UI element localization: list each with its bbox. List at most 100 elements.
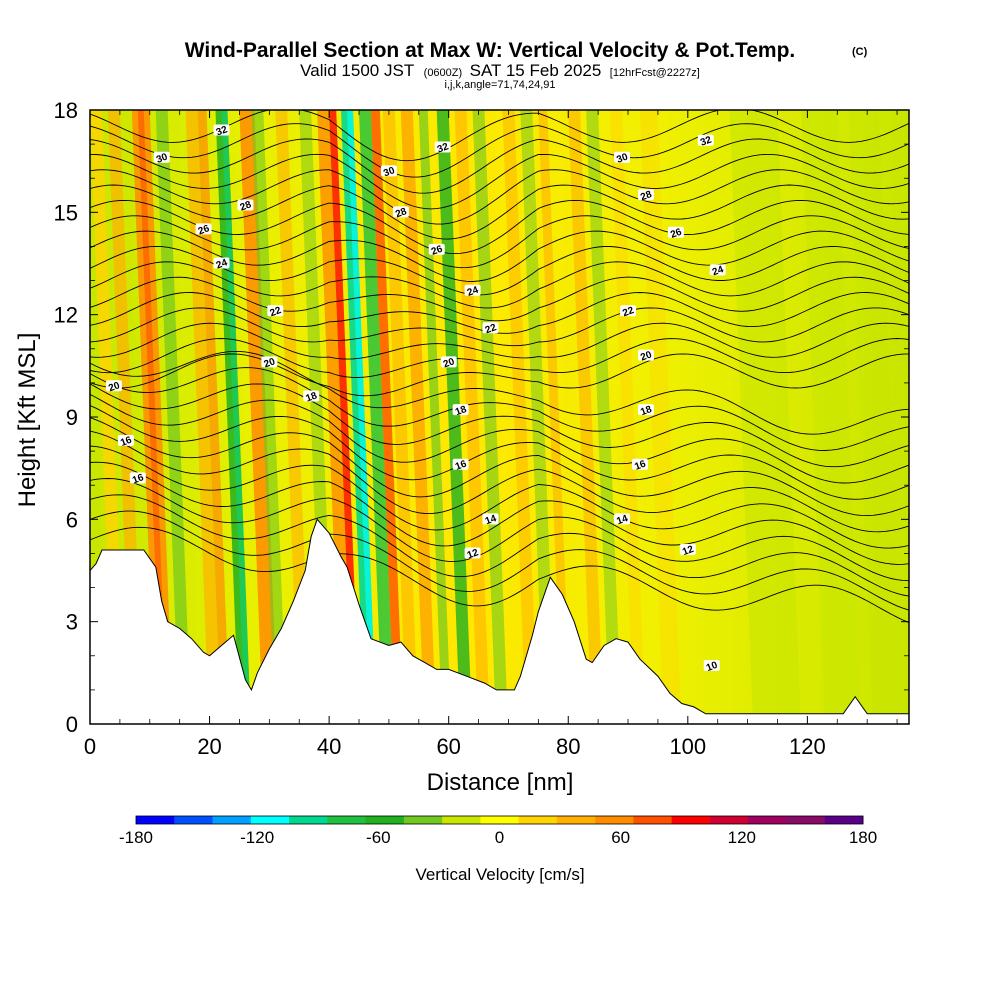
velocity-band	[197, 110, 230, 724]
contour-label: 30	[155, 151, 170, 165]
velocity-band	[137, 110, 168, 724]
velocity-band	[155, 110, 192, 724]
colorbar-tick-label: 0	[495, 828, 504, 847]
contour-label: 18	[639, 404, 654, 418]
theta-contour-line	[90, 138, 909, 194]
y-axis-ticks: 0 3 6 9 12 15 18	[54, 98, 909, 737]
colorbar-swatch	[671, 816, 711, 824]
x-axis-ticks: 0 20 40 60 80 100 120	[84, 110, 898, 759]
x-tick-label: 60	[436, 734, 460, 759]
velocity-band	[275, 110, 311, 724]
x-axis-label: Distance [nm]	[427, 769, 574, 796]
colorbar-swatch	[403, 816, 443, 824]
subtitle-fcst: [12hrFcst@2227z]	[610, 67, 700, 79]
theta-contour-line	[90, 478, 909, 582]
theta-contour-line	[90, 417, 909, 517]
velocity-band	[610, 110, 646, 724]
theta-contour-line	[90, 184, 909, 240]
velocity-band	[400, 110, 437, 724]
x-tick-label: 100	[669, 734, 706, 759]
x-tick-label: 0	[84, 734, 96, 759]
contour-label: 14	[615, 513, 630, 527]
colorbar-swatch	[365, 816, 405, 824]
colorbar-swatch	[518, 816, 558, 824]
colorbar-swatch	[480, 816, 520, 824]
theta-contour-line	[90, 322, 909, 360]
colorbar-swatch	[250, 816, 290, 824]
contour-label: 16	[454, 458, 469, 472]
theta-contour-line	[90, 526, 909, 624]
theta-contour-line	[90, 445, 909, 549]
contour-label-bg	[153, 151, 170, 163]
theta-contour-line	[90, 245, 909, 296]
contour-label-bg	[464, 547, 481, 559]
contour-label-bg	[620, 305, 637, 317]
contour-label-bg	[117, 434, 134, 446]
contour-label: 24	[215, 257, 230, 271]
theta-contour-line	[90, 394, 909, 484]
colorbar-swatch	[289, 816, 328, 824]
contour-label-bg	[434, 141, 451, 153]
contour-label-bg	[303, 390, 320, 402]
contour-label: 30	[615, 151, 630, 165]
velocity-band	[568, 110, 604, 724]
velocity-band	[639, 110, 682, 724]
contour-label: 18	[304, 390, 319, 404]
theta-contour-line	[90, 367, 909, 451]
contour-label-bg	[637, 404, 654, 416]
contour-label: 32	[699, 134, 714, 148]
contour-label-bg	[195, 223, 212, 235]
subtitle-utc: (0600Z)	[424, 67, 463, 79]
theta-contour-line	[90, 350, 909, 435]
colorbar-tick-label: 60	[611, 828, 630, 847]
chart-title-mark: (C)	[852, 46, 868, 58]
colorbar-swatch	[786, 816, 826, 824]
velocity-band	[185, 110, 221, 724]
velocity-band	[502, 110, 538, 724]
theta-contour-line	[90, 430, 909, 533]
colorbar-swatch	[595, 816, 634, 824]
theta-contour-line	[90, 383, 909, 468]
y-tick-label: 12	[54, 303, 78, 328]
velocity-band	[801, 110, 861, 724]
y-tick-label: 3	[66, 610, 78, 635]
contour-label-bg	[267, 305, 284, 317]
velocity-band	[729, 110, 801, 724]
subtitle-valid: Valid 1500 JST	[300, 61, 414, 80]
contour-label-bg	[614, 513, 631, 525]
theta-contour-line	[90, 276, 909, 322]
x-tick-label: 20	[197, 734, 221, 759]
theta-contour-line	[90, 494, 909, 597]
contour-label: 26	[430, 244, 445, 258]
chart-subtitle: Valid 1500 JST (0600Z) SAT 15 Feb 2025 […	[300, 61, 700, 80]
theta-contour-line	[90, 215, 909, 269]
contour-label-bg	[261, 356, 278, 368]
contour-label-bg	[440, 356, 457, 368]
contour-label-bg	[697, 134, 714, 146]
theta-contours	[90, 110, 909, 624]
y-axis-label: Height [Kft MSL]	[14, 333, 41, 508]
colorbar-swatch	[442, 816, 481, 824]
y-tick-label: 18	[54, 98, 78, 123]
contour-label: 16	[633, 458, 648, 472]
velocity-band	[358, 110, 395, 724]
theta-contour-line	[90, 338, 909, 378]
theta-contour-line	[90, 169, 909, 225]
contour-label-bg	[452, 404, 469, 416]
contour-label: 28	[394, 206, 409, 220]
velocity-band	[239, 110, 278, 724]
velocity-band	[329, 110, 360, 724]
contour-label-bg	[667, 226, 684, 238]
contour-label-bg	[380, 165, 397, 177]
x-tick-label: 40	[317, 734, 341, 759]
contour-label: 20	[107, 380, 122, 394]
contour-label-bg	[464, 284, 481, 296]
contour-label: 22	[621, 305, 636, 319]
contour-label: 20	[442, 356, 457, 370]
theta-contour-line	[90, 353, 909, 397]
contour-label: 22	[484, 322, 499, 336]
colorbar-swatch	[824, 816, 864, 824]
velocity-band	[436, 110, 473, 724]
contour-label-bg	[129, 472, 146, 484]
